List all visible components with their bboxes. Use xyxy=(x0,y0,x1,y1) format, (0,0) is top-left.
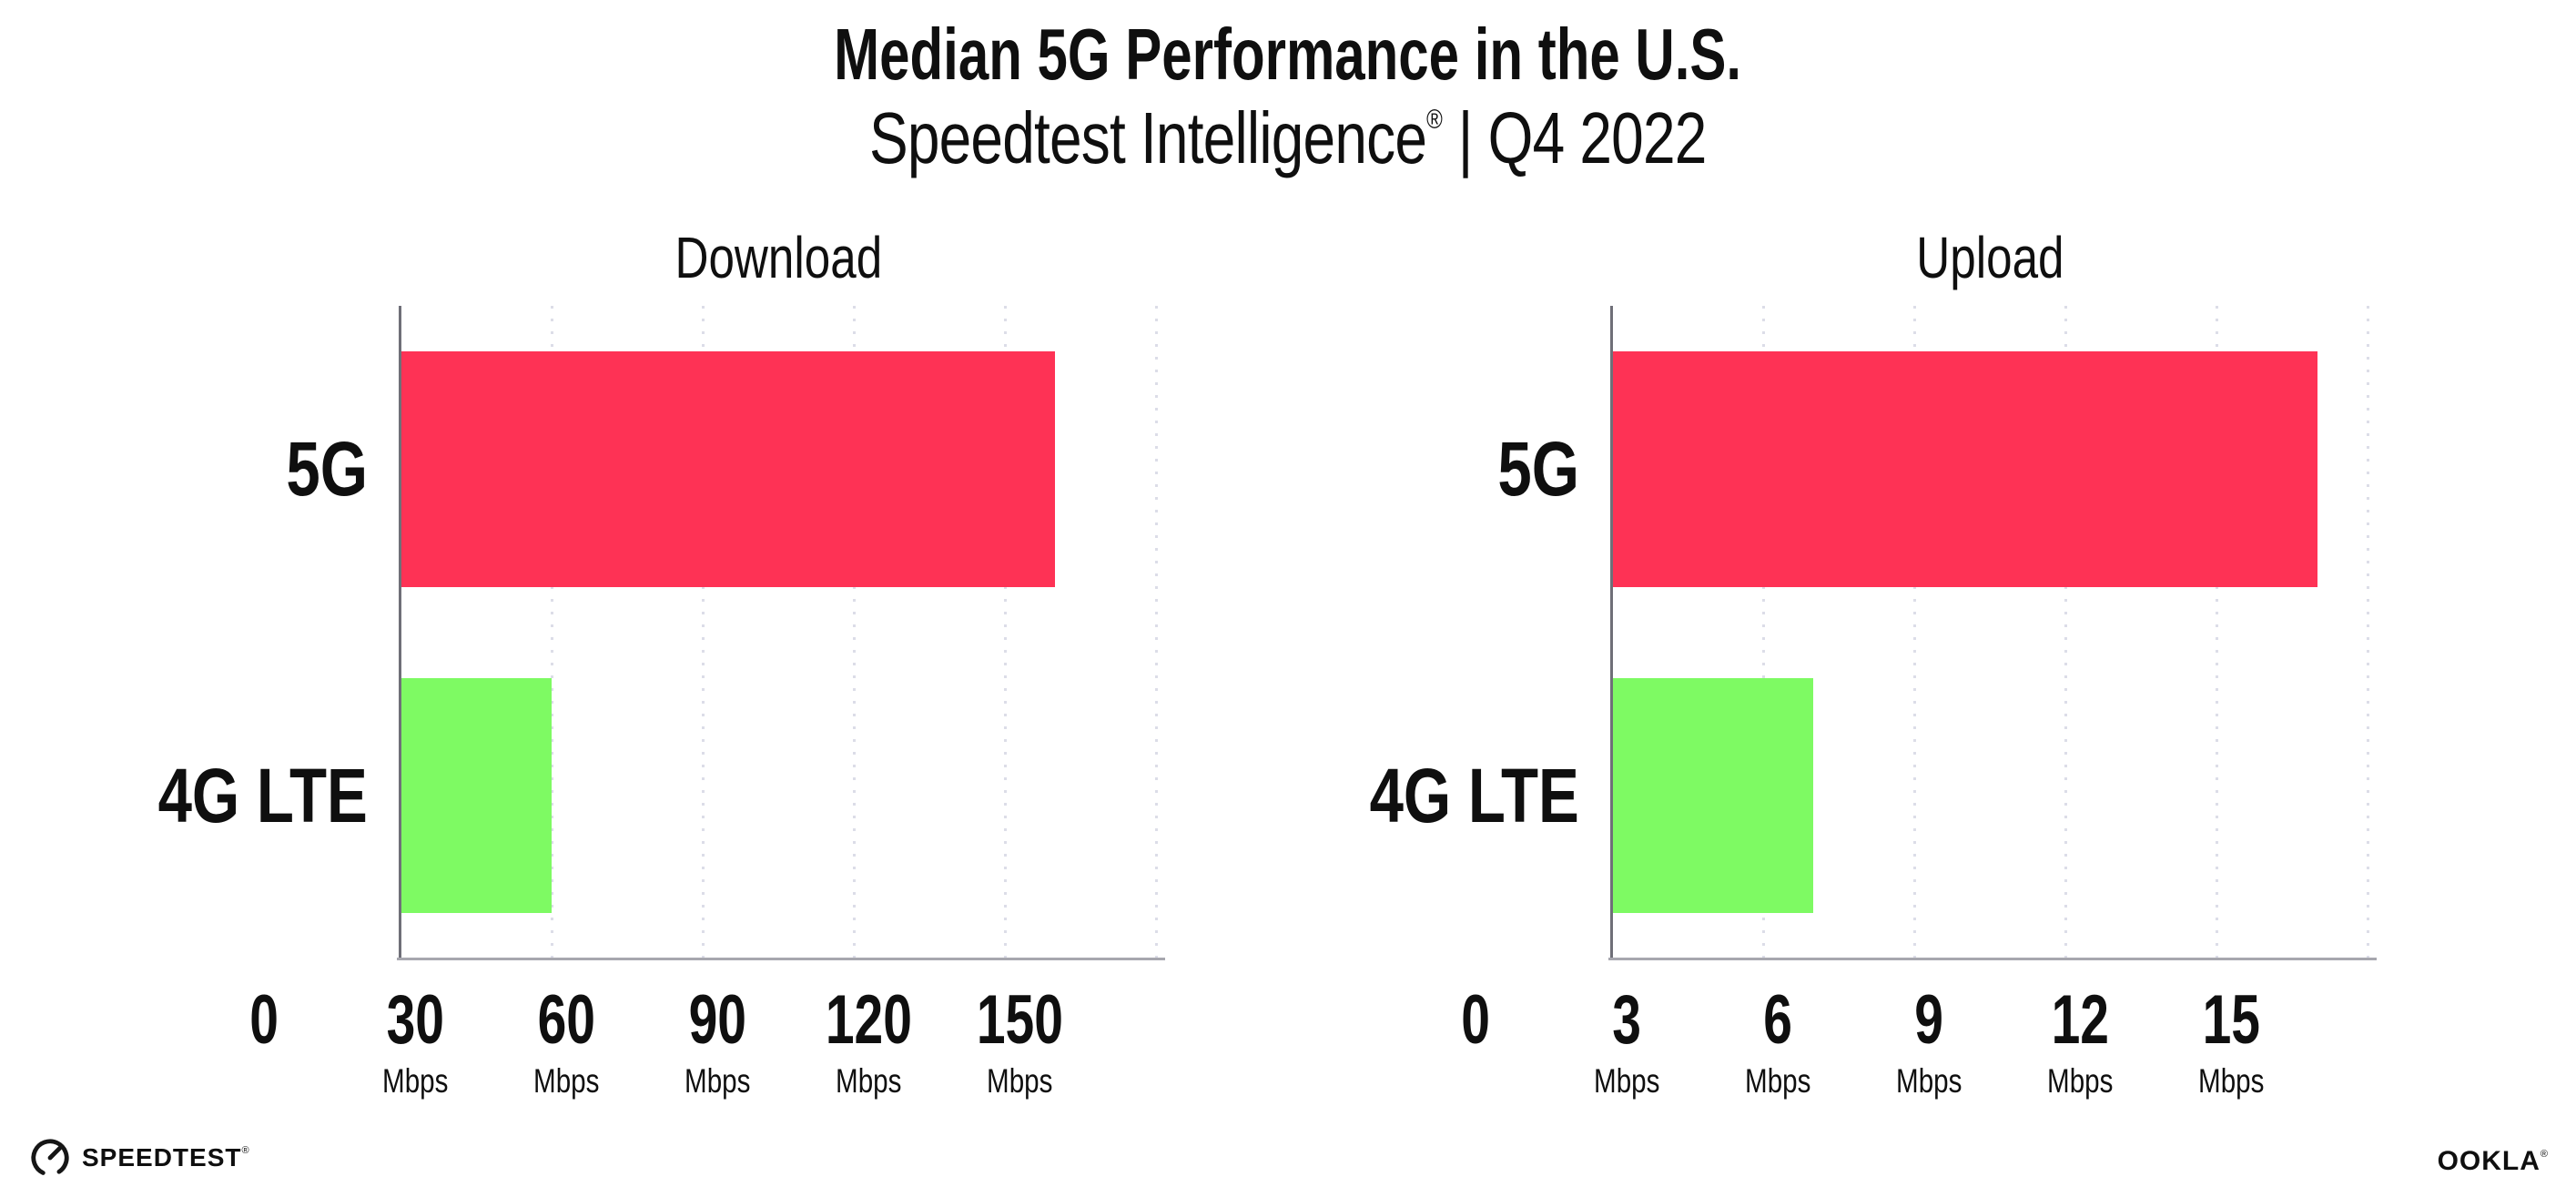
category-label-4g-lte: 4G LTE xyxy=(1369,752,1579,838)
gridline xyxy=(2367,306,2369,966)
registered-trademark-icon: ® xyxy=(1426,105,1444,135)
download-plot-area: 5G 4G LTE 0 30 Mbps 60 Mbps 90 Mbps 120 Mbps 150 Mbp… xyxy=(158,306,1165,1098)
upload-plot-area: 5G 4G LTE 0 3 Mbps 6 Mbps 9 Mbps 12 Mbps 15 Mbps xyxy=(1370,306,2377,1098)
gridline xyxy=(1913,306,1916,966)
ookla-trademark-icon: ® xyxy=(2540,1149,2549,1160)
category-label-5g: 5G xyxy=(286,426,368,512)
page-title: Median 5G Performance in the U.S. xyxy=(834,14,1742,95)
gridline xyxy=(551,306,553,966)
bar-4g-lte xyxy=(1612,677,1814,913)
speedtest-gauge-icon xyxy=(31,1139,69,1177)
gridline xyxy=(2064,306,2067,966)
gridline xyxy=(1155,306,1158,966)
y-axis-line xyxy=(399,306,401,960)
bar-4g-lte xyxy=(401,677,552,913)
gridline xyxy=(2216,306,2218,966)
gridline xyxy=(853,306,856,966)
bar-5g xyxy=(401,351,1056,587)
gridline xyxy=(1762,306,1765,966)
x-axis-line xyxy=(1608,958,2377,960)
page-subtitle: Speedtest Intelligence® | Q4 2022 xyxy=(0,98,2576,178)
download-chart-title: Download xyxy=(674,225,882,290)
ookla-logo: OOKLA® xyxy=(2437,1146,2549,1176)
y-axis-line xyxy=(1610,306,1613,960)
gridline xyxy=(1004,306,1007,966)
bar-5g xyxy=(1612,351,2317,587)
category-label-4g-lte: 4G LTE xyxy=(157,752,368,838)
subtitle-brand: Speedtest Intelligence xyxy=(869,97,1427,178)
upload-chart-title: Upload xyxy=(1915,225,2064,290)
category-label-5g: 5G xyxy=(1497,426,1579,512)
speedtest-logo: SPEEDTEST® xyxy=(29,1137,250,1179)
x-axis-line xyxy=(397,958,1165,960)
speedtest-wordmark: SPEEDTEST® xyxy=(82,1143,250,1172)
gridline xyxy=(702,306,705,966)
subtitle-period: | Q4 2022 xyxy=(1443,97,1708,178)
speedtest-trademark-icon: ® xyxy=(241,1145,250,1156)
